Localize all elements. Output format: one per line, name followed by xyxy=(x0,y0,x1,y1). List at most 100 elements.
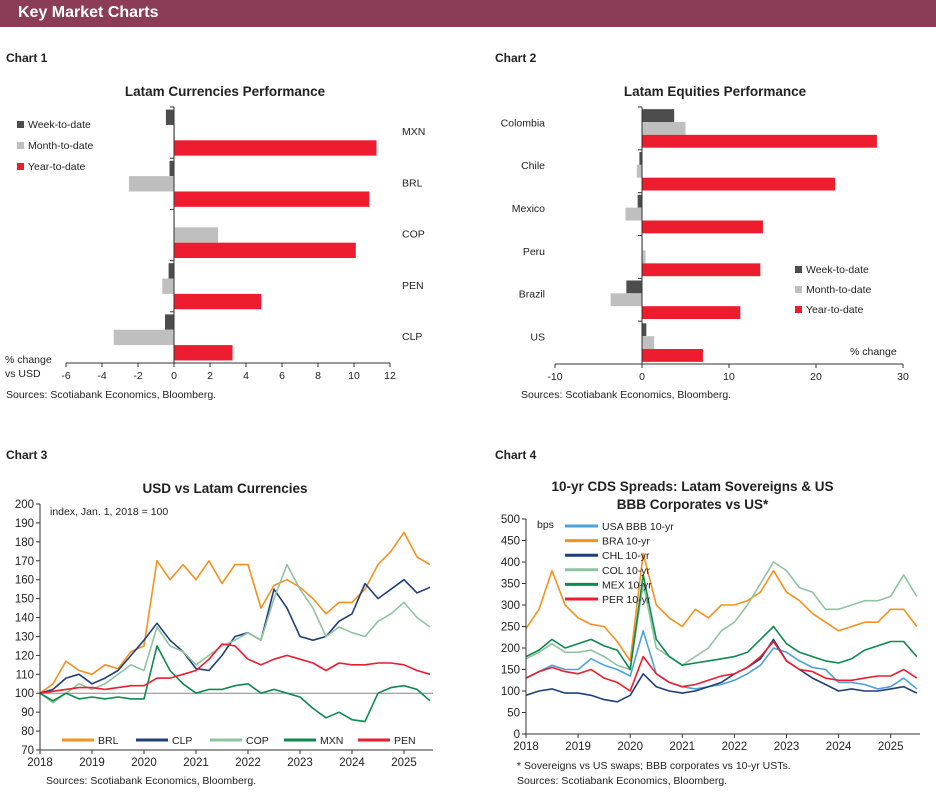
chart4-series-chl xyxy=(525,638,918,703)
chart2-bar-chile-0 xyxy=(639,151,642,165)
chart1-bar-brl-0 xyxy=(169,160,174,177)
chart1-bar-cop-2 xyxy=(174,242,356,259)
chart2-legend-label: Year-to-date xyxy=(806,304,864,316)
chart3-y-tick-label: 110 xyxy=(16,669,34,681)
chart3-y-tick-label: 80 xyxy=(21,726,34,738)
chart1-legend-label: Year-to-date xyxy=(28,161,86,173)
chart3-legend-label: COP xyxy=(246,735,269,747)
chart-4-label: Chart 4 xyxy=(495,448,537,462)
chart2-bar-chile-2 xyxy=(642,177,836,191)
chart1-bar-clp-1 xyxy=(113,329,174,346)
chart1-category-label: PEN xyxy=(402,280,424,292)
chart3-y-tick-label: 180 xyxy=(15,537,34,549)
chart-4-title-line2: BBB Corporates vs US* xyxy=(616,497,769,512)
chart1-legend-label: Week-to-date xyxy=(28,119,91,131)
chart2-x-tick-label: 20 xyxy=(810,371,822,383)
chart2-category-label: US xyxy=(530,331,545,343)
chart1-x-tick-label: 2 xyxy=(207,370,213,382)
chart2-bar-colombia-0 xyxy=(642,109,675,122)
chart1-x-tick-label: 6 xyxy=(279,370,285,382)
chart-4-footnote: * Sovereigns vs US swaps; BBB corporates… xyxy=(517,760,791,772)
chart1-category-label: MXN xyxy=(402,126,425,138)
chart2-legend-swatch xyxy=(795,306,802,313)
chart1-legend-swatch xyxy=(17,163,24,170)
chart-3-label: Chart 3 xyxy=(6,448,48,462)
chart3-y-tick-label: 90 xyxy=(21,707,34,719)
header-title: Key Market Charts xyxy=(18,4,159,21)
chart-2-title: Latam Equities Performance xyxy=(623,84,807,99)
chart4-legend-label: COL 10-yr xyxy=(602,565,651,577)
chart1-bar-pen-1 xyxy=(162,278,174,294)
chart3-x-tick-label: 2019 xyxy=(79,757,105,769)
chart4-y-tick-label: 200 xyxy=(501,643,520,655)
chart4-x-tick-label: 2025 xyxy=(878,741,904,753)
chart2-bar-us-1 xyxy=(642,336,655,350)
chart1-category-label: BRL xyxy=(402,177,423,189)
chart2-x-tick-label: 0 xyxy=(639,371,645,383)
chart1-category-label: COP xyxy=(402,229,425,241)
chart-4-source: Sources: Scotiabank Economics, Bloomberg… xyxy=(517,775,728,787)
chart1-legend-swatch xyxy=(17,121,24,128)
chart4-y-tick-label: 300 xyxy=(501,600,520,612)
chart4-y-tick-label: 500 xyxy=(501,514,520,526)
chart4-series-usa xyxy=(525,629,918,690)
chart4-x-tick-label: 2021 xyxy=(670,741,696,753)
chart4-series-bra xyxy=(525,552,918,662)
chart2-bar-us-2 xyxy=(642,349,703,362)
chart4-x-tick-label: 2022 xyxy=(722,741,748,753)
chart1-bar-brl-2 xyxy=(174,191,370,207)
chart1-bar-pen-0 xyxy=(168,263,174,279)
chart1-legend-label: Month-to-date xyxy=(28,140,94,152)
chart2-x-tick-label: -10 xyxy=(547,371,562,383)
chart4-x-tick-label: 2024 xyxy=(826,741,852,753)
chart2-bar-peru-2 xyxy=(642,263,761,277)
chart4-series-mex xyxy=(525,574,918,671)
chart1-x-tick-label: 8 xyxy=(315,370,321,382)
chart3-y-tick-label: 120 xyxy=(15,650,34,662)
chart4-y-tick-label: 150 xyxy=(501,665,520,677)
chart1-bar-pen-2 xyxy=(174,293,262,310)
chart3-x-tick-label: 2020 xyxy=(131,757,157,769)
chart3-x-tick-label: 2021 xyxy=(183,757,209,769)
header-bar: Key Market Charts xyxy=(0,0,936,27)
chart4-y-tick-label: 50 xyxy=(507,708,520,720)
chart4-y-tick-label: 400 xyxy=(501,557,520,569)
chart3-series-brl xyxy=(39,531,431,694)
chart3-series-pen xyxy=(39,643,431,694)
chart1-x-tick-label: 0 xyxy=(171,370,177,382)
chart2-bar-mexico-2 xyxy=(642,220,763,234)
chart3-y-tick-label: 160 xyxy=(15,575,34,587)
chart1-bar-clp-2 xyxy=(174,345,233,361)
chart3-legend-label: BRL xyxy=(98,735,119,747)
chart4-legend-label: BRA 10-yr xyxy=(602,536,650,548)
chart2-bar-brazil-2 xyxy=(642,306,741,320)
chart2-category-label: Mexico xyxy=(512,203,545,215)
chart-3-ylabel: index, Jan. 1, 2018 = 100 xyxy=(50,506,169,518)
chart1-legend-swatch xyxy=(17,142,24,149)
chart2-bar-mexico-1 xyxy=(625,207,642,221)
chart3-legend-label: MXN xyxy=(320,735,343,747)
chart1-bar-brl-1 xyxy=(129,176,174,192)
chart4-y-tick-label: 0 xyxy=(514,729,520,741)
chart2-x-tick-label: 10 xyxy=(723,371,735,383)
chart1-x-tick-label: -2 xyxy=(133,370,142,382)
chart2-bar-colombia-2 xyxy=(642,134,877,148)
chart2-legend-swatch xyxy=(795,266,802,273)
chart-2-xlabel: % change xyxy=(850,346,897,358)
chart2-legend-label: Month-to-date xyxy=(806,284,872,296)
chart3-y-tick-label: 200 xyxy=(15,499,34,511)
chart2-bar-peru-1 xyxy=(642,250,646,264)
chart2-category-label: Colombia xyxy=(501,117,546,129)
chart4-legend-label: PER 10-yr xyxy=(602,594,651,606)
chart3-x-tick-label: 2018 xyxy=(27,757,53,769)
chart4-legend-label: CHL 10-yr xyxy=(602,550,650,562)
chart-2-label: Chart 2 xyxy=(495,51,537,65)
chart3-series-cop xyxy=(39,563,431,704)
chart-1-xlabel: % change vs USD xyxy=(5,354,52,380)
chart4-x-tick-label: 2020 xyxy=(617,741,643,753)
chart4-y-tick-label: 250 xyxy=(501,622,520,634)
chart-1-source: Sources: Scotiabank Economics, Bloomberg… xyxy=(6,389,217,401)
chart1-x-tick-label: 10 xyxy=(348,370,360,382)
chart1-category-label: CLP xyxy=(402,331,422,343)
